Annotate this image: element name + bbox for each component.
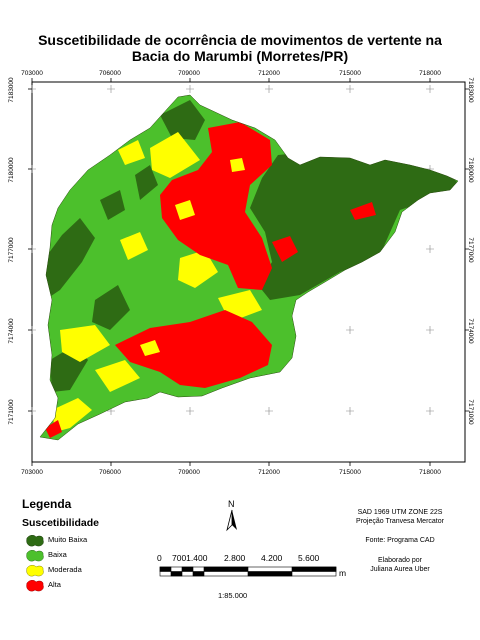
scale-label: 4.200: [261, 553, 283, 563]
y-tick-right: 7183000: [467, 77, 474, 103]
y-tick-right: 7174000: [467, 318, 474, 344]
scale-label: 2.800: [224, 553, 246, 563]
legend-label: Muito Baixa: [48, 535, 88, 544]
frame-ticks: [28, 78, 469, 466]
x-tick-bottom: 709000: [178, 469, 200, 476]
scale-label: 5.600: [298, 553, 320, 563]
datum-text: SAD 1969 UTM ZONE 22S: [357, 509, 443, 516]
swatch-icon: [26, 550, 44, 562]
source-text: Fonte: Programa CAD: [365, 537, 435, 544]
legend-item-moderada: Moderada: [24, 564, 82, 578]
x-tick-bottom: 718000: [419, 469, 441, 476]
swatch-icon: [26, 580, 44, 592]
north-label: N: [228, 499, 235, 509]
scale-label: 7001.400: [172, 553, 208, 563]
legend-label: Alta: [48, 580, 61, 589]
scale-bar: [159, 566, 337, 577]
y-tick-left: 7177000: [8, 237, 15, 263]
y-tick-left: 7183000: [8, 77, 15, 103]
y-tick-right: 7180000: [467, 157, 474, 183]
y-tick-right: 7171000: [467, 399, 474, 425]
grid-crosses: [28, 85, 434, 415]
made-by-text: Elaborado por: [378, 557, 422, 564]
legend-subtitle: Suscetibilidade: [22, 517, 100, 529]
map-title-line2: Bacia do Marumbi (Morretes/PR): [131, 48, 349, 64]
projection-text: Projeção Tranvesa Mercator: [356, 518, 444, 525]
x-tick-top: 718000: [419, 70, 441, 77]
legend-item-muito-baixa: Muito Baixa: [24, 534, 87, 548]
legend-label: Baixa: [48, 550, 67, 559]
map-frame: [31, 81, 466, 463]
scale-unit: m: [339, 568, 347, 578]
zone-muito-baixa-east: [250, 150, 458, 300]
legend-item-alta: Alta: [24, 579, 61, 593]
y-tick-right: 7177000: [467, 237, 474, 263]
north-arrow-icon: [226, 509, 237, 532]
x-tick-top: 715000: [339, 70, 361, 77]
x-tick-bottom: 712000: [258, 469, 280, 476]
susceptibility-raster: [40, 95, 458, 440]
base-baixa: [40, 95, 458, 440]
x-tick-bottom: 703000: [21, 469, 43, 476]
y-tick-left: 7174000: [8, 318, 15, 344]
scale-ratio: 1:85.000: [218, 591, 248, 600]
swatch-icon: [26, 535, 44, 547]
x-tick-bottom: 715000: [339, 469, 361, 476]
author-text: Juliana Aurea Uber: [370, 566, 430, 573]
legend-title: Legenda: [22, 497, 72, 511]
basin-outline: [39, 94, 459, 441]
map-title-line1: Suscetibilidade de ocorrência de movimen…: [38, 32, 442, 48]
zone-alta: [45, 122, 376, 438]
swatch-icon: [26, 565, 44, 577]
x-tick-top: 703000: [21, 70, 43, 77]
y-tick-left: 7180000: [8, 157, 15, 183]
x-tick-top: 706000: [99, 70, 121, 77]
scale-label: 0: [157, 553, 162, 563]
x-tick-top: 709000: [178, 70, 200, 77]
x-tick-bottom: 706000: [99, 469, 121, 476]
legend-item-baixa: Baixa: [24, 549, 67, 563]
y-tick-left: 7171000: [8, 399, 15, 425]
x-tick-top: 712000: [258, 70, 280, 77]
legend-label: Moderada: [48, 565, 82, 574]
